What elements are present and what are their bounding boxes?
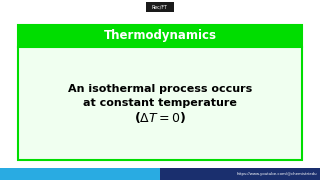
Text: https://www.youtube.com/@chemistriedu: https://www.youtube.com/@chemistriedu — [236, 172, 317, 176]
Text: ($\Delta T = 0$): ($\Delta T = 0$) — [134, 110, 186, 125]
Bar — [0, 168, 160, 180]
Text: An isothermal process occurs: An isothermal process occurs — [68, 84, 252, 95]
Bar — [18, 25, 302, 47]
Bar — [146, 2, 174, 12]
Text: Thermodynamics: Thermodynamics — [103, 30, 217, 42]
Bar — [18, 47, 302, 160]
Text: Rec/FT: Rec/FT — [152, 4, 168, 10]
Bar — [160, 168, 320, 180]
Text: at constant temperature: at constant temperature — [83, 98, 237, 109]
